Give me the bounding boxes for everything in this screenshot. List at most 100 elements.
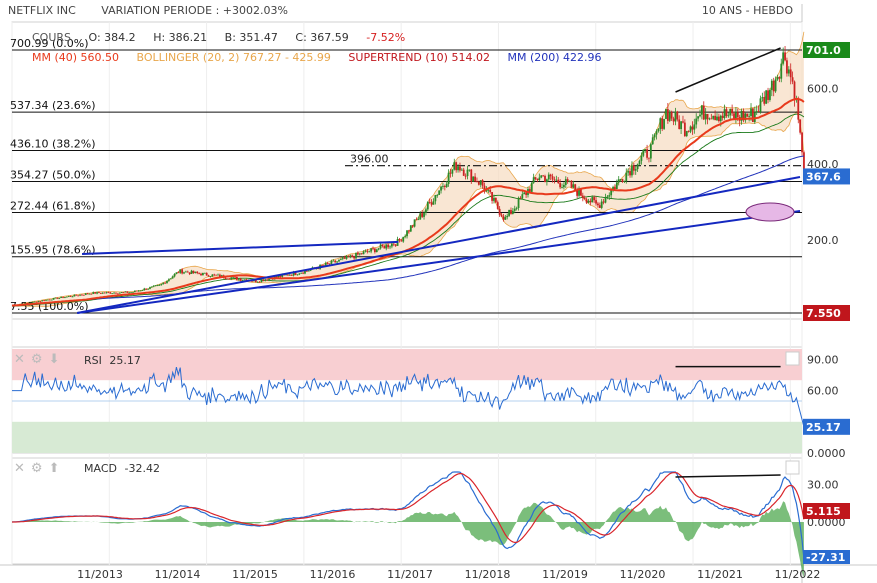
candle-body	[109, 292, 112, 294]
candle-body	[786, 60, 788, 74]
candle-body	[472, 176, 475, 182]
candle-body	[559, 183, 562, 188]
candle-body	[256, 281, 259, 283]
candle-body	[243, 279, 246, 281]
candle-body	[735, 112, 737, 120]
supertrend-legend[interactable]: SUPERTREND (10) 514.02	[348, 51, 490, 64]
candle-body	[460, 169, 463, 171]
candle-body	[519, 197, 522, 199]
candle-body	[279, 275, 282, 277]
macd-line	[11, 471, 805, 559]
candle-body	[92, 292, 95, 295]
candle-body	[534, 177, 537, 180]
candle-body	[770, 80, 773, 90]
candle-body	[438, 190, 441, 195]
candle-body	[103, 292, 106, 294]
candle-body	[294, 272, 297, 275]
candle-body	[767, 90, 769, 100]
candle-body	[120, 292, 123, 293]
supertrend-line	[11, 113, 805, 307]
company-name: NETFLIX INC	[8, 4, 76, 17]
candle-body	[179, 269, 182, 273]
candle-body	[96, 292, 98, 294]
candle-body	[145, 288, 148, 290]
candle-body	[147, 288, 149, 290]
candle-body	[24, 302, 27, 305]
candle-body	[449, 172, 452, 174]
close-icon[interactable]: ✕	[14, 352, 31, 367]
candle-body	[428, 201, 431, 203]
macd-signal-tag-box	[803, 503, 850, 519]
timeframe-label[interactable]: 10 ANS - HEBDO	[701, 4, 793, 17]
candle-body	[587, 200, 590, 203]
candle-body	[135, 290, 138, 292]
bollinger-legend[interactable]: BOLLINGER (20, 2) 767.27 - 425.99	[136, 51, 331, 64]
candle-body	[489, 189, 492, 193]
rsi-panel	[12, 349, 805, 453]
candle-body	[56, 297, 59, 299]
candle-body	[404, 236, 407, 237]
candle-body	[725, 109, 728, 117]
price-tick-label: 400.0	[807, 158, 839, 171]
candle-body	[167, 279, 170, 281]
macd-maximize-icon[interactable]	[785, 460, 800, 475]
candle-body	[468, 169, 471, 171]
candle-body	[122, 292, 125, 293]
candle-body	[536, 179, 539, 180]
candle-body	[447, 172, 450, 184]
indicator-legend: MM (40) 560.50 BOLLINGER (20, 2) 767.27 …	[32, 51, 616, 64]
mm40-legend[interactable]: MM (40) 560.50	[32, 51, 120, 64]
candle-body	[387, 244, 390, 248]
candle-body	[687, 131, 690, 132]
resistance-396-label: 396.00	[350, 153, 389, 166]
candle-body	[43, 300, 46, 302]
ohlc-row: COURS O: 384.2 H: 386.21 B: 351.47 C: 36…	[32, 31, 419, 44]
close-icon[interactable]: ✕	[14, 461, 31, 476]
candle-body	[77, 295, 80, 297]
candle-body	[149, 287, 151, 289]
rsi-oversold-zone	[12, 421, 802, 453]
mm200-line	[11, 155, 804, 307]
candle-body	[434, 195, 437, 202]
candle-body	[213, 274, 216, 276]
x-axis-label: 11/2019	[542, 568, 588, 581]
candle-body	[394, 244, 397, 246]
macd-label: MACD -32.42	[84, 462, 160, 475]
candle-body	[466, 169, 469, 177]
candle-body	[230, 277, 233, 280]
price-tag-box	[803, 305, 850, 321]
settings-icon[interactable]: ⚙	[30, 352, 49, 367]
candle-body	[192, 270, 195, 274]
candle-body	[156, 285, 159, 286]
candle-body	[402, 236, 405, 242]
candle-body	[716, 116, 718, 121]
candle-body	[383, 245, 386, 249]
candle-body	[370, 248, 373, 252]
candle-body	[366, 250, 369, 252]
settings-icon[interactable]: ⚙	[30, 461, 49, 476]
candle-body	[642, 149, 645, 156]
mm200-legend[interactable]: MM (200) 422.96	[507, 51, 602, 64]
candle-body	[574, 184, 577, 191]
move-up-icon[interactable]: ⬆	[48, 461, 66, 476]
candle-body	[547, 174, 550, 180]
candle-body	[757, 111, 760, 112]
candle-body	[784, 52, 786, 61]
candle-body	[219, 274, 221, 278]
candle-body	[561, 187, 563, 188]
x-axis-label: 11/2022	[775, 568, 821, 581]
period-variation: VARIATION PERIODE : +3002.03%	[101, 4, 288, 17]
candle-body	[685, 131, 688, 137]
candle-body	[506, 215, 509, 218]
move-down-icon[interactable]: ⬇	[48, 352, 66, 367]
candle-body	[326, 263, 329, 264]
candle-body	[328, 263, 331, 265]
rsi-maximize-icon[interactable]	[785, 351, 800, 366]
candle-body	[674, 111, 677, 122]
price-panel-frame	[11, 21, 803, 320]
candle-body	[708, 118, 711, 120]
candle-body	[98, 292, 100, 294]
candle-body	[67, 296, 70, 297]
candle-body	[787, 69, 790, 74]
